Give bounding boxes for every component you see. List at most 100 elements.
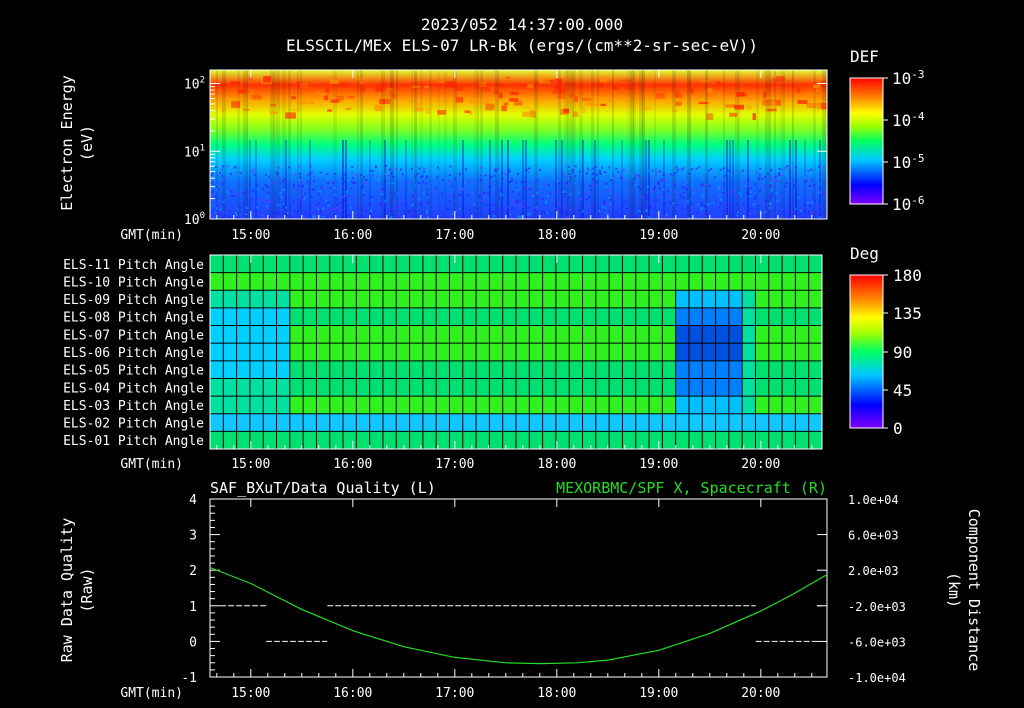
- spectrogram-speckle: [690, 214, 693, 217]
- spectrogram-speckle: [663, 200, 666, 203]
- spectrogram-speckle: [277, 215, 280, 218]
- pitch-angle-cell: [649, 396, 663, 415]
- pitch-angle-cell: [502, 360, 517, 379]
- spectrogram-speckle: [282, 203, 285, 206]
- spectrogram-speckle: [498, 197, 500, 200]
- spectrogram-stripe: [735, 70, 739, 219]
- spectrogram-speckle: [339, 201, 342, 204]
- spectrogram-speckle: [417, 182, 420, 184]
- spectrogram-stripe: [462, 140, 464, 219]
- spectrogram-stripe: [381, 70, 385, 219]
- pitch-angle-cell: [609, 360, 623, 379]
- spectrogram-speckle: [607, 189, 610, 192]
- pitch-angle-cell: [329, 413, 344, 432]
- spectrogram-hotspot: [285, 112, 296, 119]
- spectrogram-speckle: [299, 202, 302, 205]
- pitch-angle-cell: [449, 343, 464, 362]
- spectrogram-hotspot: [499, 83, 505, 88]
- spectrogram-speckle: [612, 175, 615, 178]
- spectrogram-stripe: [612, 70, 614, 219]
- spectrogram-stripe: [567, 70, 570, 219]
- spectrogram-speckle: [345, 194, 348, 197]
- spectrogram-speckle: [479, 217, 482, 219]
- pitch-angle-cell: [649, 272, 663, 291]
- pitch-angle-cell: [356, 272, 371, 291]
- spectrogram-speckle: [387, 181, 390, 184]
- spectrogram-speckle: [536, 207, 539, 210]
- pitch-angle-cell: [529, 360, 544, 379]
- spectrogram-stripe: [255, 140, 257, 219]
- pitch-angle-cell: [449, 290, 464, 309]
- spectrogram-stripe: [633, 70, 636, 219]
- spectrogram-speckle: [309, 165, 312, 168]
- def-colorbar: DEF 10-310-410-510-6: [849, 47, 925, 214]
- energy-spectrogram-frame: [209, 69, 828, 220]
- spectrogram-speckle: [692, 192, 695, 195]
- pitch-angle-cell: [635, 325, 650, 344]
- spectrogram-speckle: [501, 171, 503, 174]
- spectrogram-speckle: [691, 168, 694, 171]
- spectrogram-speckle: [449, 195, 452, 198]
- spectrogram-speckle: [748, 212, 751, 215]
- pitch-angle-cell: [516, 360, 530, 379]
- spectrogram-speckle: [390, 208, 393, 211]
- spectrogram-hotspot: [552, 90, 563, 94]
- pitch-angle-cell: [582, 396, 597, 415]
- spectrogram-speckle: [638, 177, 641, 179]
- spectrogram-stripe: [573, 70, 576, 219]
- spectrogram-speckle: [557, 203, 560, 206]
- spectrogram-speckle: [622, 178, 625, 180]
- spectrogram-speckle: [725, 205, 728, 208]
- spectrogram-speckle: [641, 206, 644, 209]
- spectrogram-speckle: [537, 197, 540, 200]
- pitch-angle-cell: [356, 360, 371, 379]
- pitch-angle-cell: [755, 307, 770, 327]
- spectrogram-speckle: [519, 216, 522, 218]
- pitch-angle-cell: [449, 307, 464, 327]
- spectrogram-speckle: [631, 175, 634, 178]
- spectrogram-hotspot: [308, 101, 315, 105]
- deg-colorbar-label: 45: [893, 381, 912, 400]
- spectrogram-speckle: [230, 173, 232, 176]
- spectrogram-speckle: [811, 212, 814, 215]
- spectrogram-speckle: [561, 172, 564, 175]
- spectrogram-speckle: [468, 181, 471, 183]
- pitch-angle-cell: [382, 343, 397, 362]
- spectrogram-speckle: [599, 171, 602, 174]
- pitch-angle-cell: [808, 325, 822, 344]
- spectrogram-stripe: [273, 70, 276, 219]
- spectrogram-speckle: [571, 217, 574, 219]
- energy-x-tick-label: 15:00: [231, 228, 270, 243]
- spectrogram-speckle: [619, 214, 622, 217]
- spectrogram-speckle: [360, 208, 363, 211]
- pitch-angle-cell: [476, 325, 490, 344]
- pitch-angle-cell: [382, 360, 397, 379]
- spectrogram-speckle: [371, 170, 374, 173]
- spectrogram-speckle: [597, 209, 600, 212]
- spectrogram-speckle: [252, 190, 255, 193]
- spectrogram-speckle: [770, 168, 773, 171]
- spectrogram-speckle: [794, 166, 797, 169]
- spectrogram-speckle: [630, 183, 633, 186]
- pitch-angle-x-axis: 15:00 16:00 17:00 18:00 19:00 20:00: [216, 255, 813, 472]
- spectrogram-speckle: [376, 175, 379, 178]
- pitch-angle-cell: [662, 290, 677, 309]
- pitch-angle-cell: [516, 343, 530, 362]
- spectrogram-speckle: [212, 204, 215, 207]
- spectrogram-speckle: [221, 175, 224, 178]
- pitch-angle-cell: [529, 396, 544, 415]
- spectrogram-speckle: [516, 201, 519, 204]
- pitch-angle-cell: [489, 413, 504, 432]
- pitch-angle-row-label: ELS-06 Pitch Angle: [63, 346, 204, 361]
- spectrogram-speckle: [462, 188, 464, 191]
- pitch-angle-cell: [316, 343, 331, 362]
- pitch-angle-cell: [755, 325, 770, 344]
- spectrogram-speckle: [652, 189, 654, 192]
- spectrogram-speckle: [770, 189, 773, 192]
- pitch-angle-cell: [223, 378, 238, 397]
- spectrogram-speckle: [522, 200, 525, 203]
- pitch-angle-cell: [635, 396, 650, 415]
- spectrogram-speckle: [426, 216, 429, 219]
- spectrogram-speckle: [493, 174, 496, 177]
- spectrogram-speckle: [379, 203, 382, 205]
